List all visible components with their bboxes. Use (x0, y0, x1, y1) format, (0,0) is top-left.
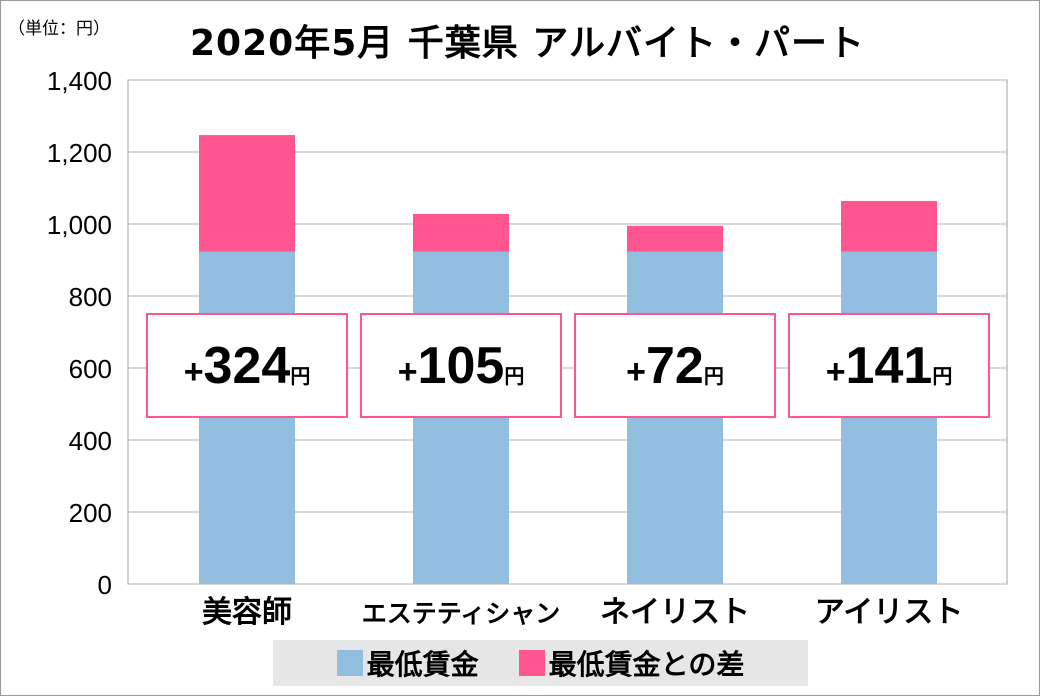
data-label: +105円 (398, 337, 525, 395)
y-tick-label: 200 (69, 498, 112, 528)
legend-label-min-wage: 最低賃金 (366, 648, 479, 681)
data-label-box (146, 313, 348, 418)
bar-diff (841, 200, 937, 252)
y-tick-label: 0 (98, 570, 112, 600)
data-label: +72円 (626, 337, 724, 395)
bar-diff (199, 135, 295, 252)
x-tick-label: 美容師 (202, 595, 292, 630)
x-tick-label: アイリスト (815, 595, 964, 630)
bar-diff (627, 225, 723, 252)
bar-diff (413, 213, 509, 252)
data-label: +324円 (184, 337, 311, 395)
data-label-box (788, 313, 990, 418)
data-label-box (360, 313, 562, 418)
legend-swatch-min-wage (336, 650, 363, 676)
y-tick-label: 1,000 (47, 210, 112, 240)
data-label: +141円 (826, 337, 953, 395)
x-tick-label: ネイリスト (600, 595, 750, 630)
y-tick-label: 600 (69, 354, 112, 384)
y-tick-label: 1,200 (47, 138, 112, 168)
data-label-box (574, 313, 776, 418)
legend-item-min-wage: 最低賃金 (336, 643, 479, 683)
y-tick-label: 1,400 (47, 66, 112, 96)
legend-swatch-diff (518, 650, 545, 676)
x-tick-label: エステティシャン (362, 599, 561, 628)
legend-item-diff: 最低賃金との差 (518, 643, 745, 683)
legend-label-diff: 最低賃金との差 (548, 648, 745, 681)
chart-title: 2020年5月 千葉県 アルバイト・パート (190, 23, 865, 64)
unit-label: （単位：円） (8, 19, 110, 39)
y-tick-label: 800 (69, 282, 112, 312)
y-tick-label: 400 (69, 426, 112, 456)
legend: 最低賃金 最低賃金との差 (273, 640, 808, 686)
